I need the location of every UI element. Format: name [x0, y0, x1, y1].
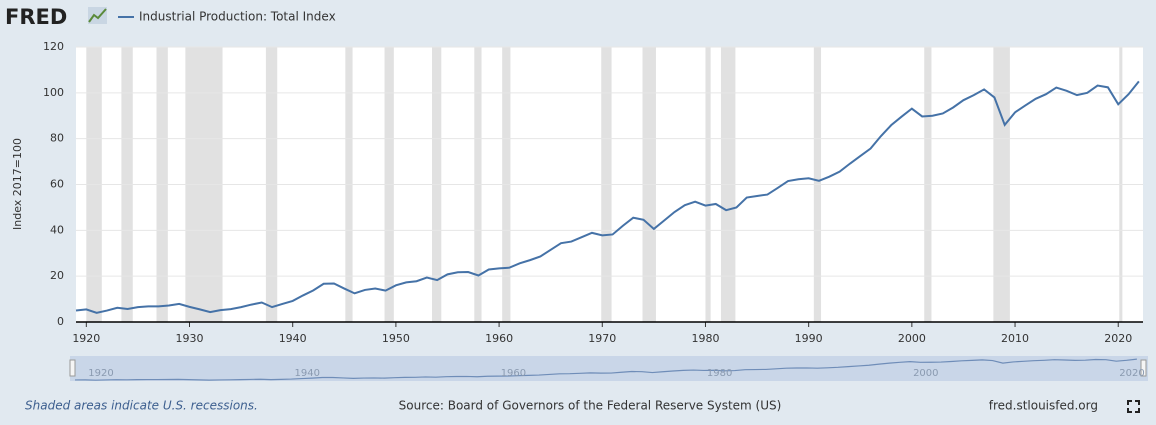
navigator-tick-label: 1940	[294, 368, 319, 379]
navigator-tick-label: 1980	[707, 368, 732, 379]
y-tick-label: 60	[50, 178, 64, 191]
x-tick-label: 1920	[72, 332, 100, 345]
source: Source: Board of Governors of the Federa…	[399, 399, 782, 413]
navigator-handle[interactable]	[1140, 359, 1147, 377]
navigator-line	[74, 358, 1137, 381]
y-tick-label: 20	[50, 269, 64, 282]
series-line	[75, 80, 1140, 314]
recession-note: Shaded areas indicate U.S. recessions.	[25, 399, 258, 413]
navigator-tick-label: 1960	[501, 368, 526, 379]
navigator-tick-label: 2000	[913, 368, 938, 379]
x-tick-label: 2010	[1001, 332, 1029, 345]
site: fred.stlouisfed.org	[989, 399, 1098, 413]
fullscreen-icon[interactable]	[1127, 400, 1140, 413]
logo-icon	[88, 7, 107, 24]
x-tick-label: 1980	[691, 332, 719, 345]
x-tick-label: 1940	[279, 332, 307, 345]
navigator-handle[interactable]	[69, 359, 76, 377]
navigator-tick-label: 2020	[1119, 368, 1144, 379]
x-tick-label: 2020	[1104, 332, 1132, 345]
y-tick-label: 0	[57, 315, 64, 328]
x-tick-label: 1930	[176, 332, 204, 345]
logo: FRED	[5, 5, 67, 29]
y-axis-label: Index 2017=100	[11, 138, 24, 230]
x-tick-label: 1990	[795, 332, 823, 345]
x-tick-label: 1950	[382, 332, 410, 345]
y-tick-label: 100	[43, 86, 64, 99]
x-tick-label: 2000	[898, 332, 926, 345]
legend-label: Industrial Production: Total Index	[139, 10, 336, 24]
y-tick-label: 80	[50, 132, 64, 145]
x-tick-label: 1970	[588, 332, 616, 345]
x-tick-label: 1960	[485, 332, 513, 345]
y-tick-label: 120	[43, 40, 64, 53]
navigator-tick-label: 1920	[88, 368, 113, 379]
y-tick-label: 40	[50, 223, 64, 236]
